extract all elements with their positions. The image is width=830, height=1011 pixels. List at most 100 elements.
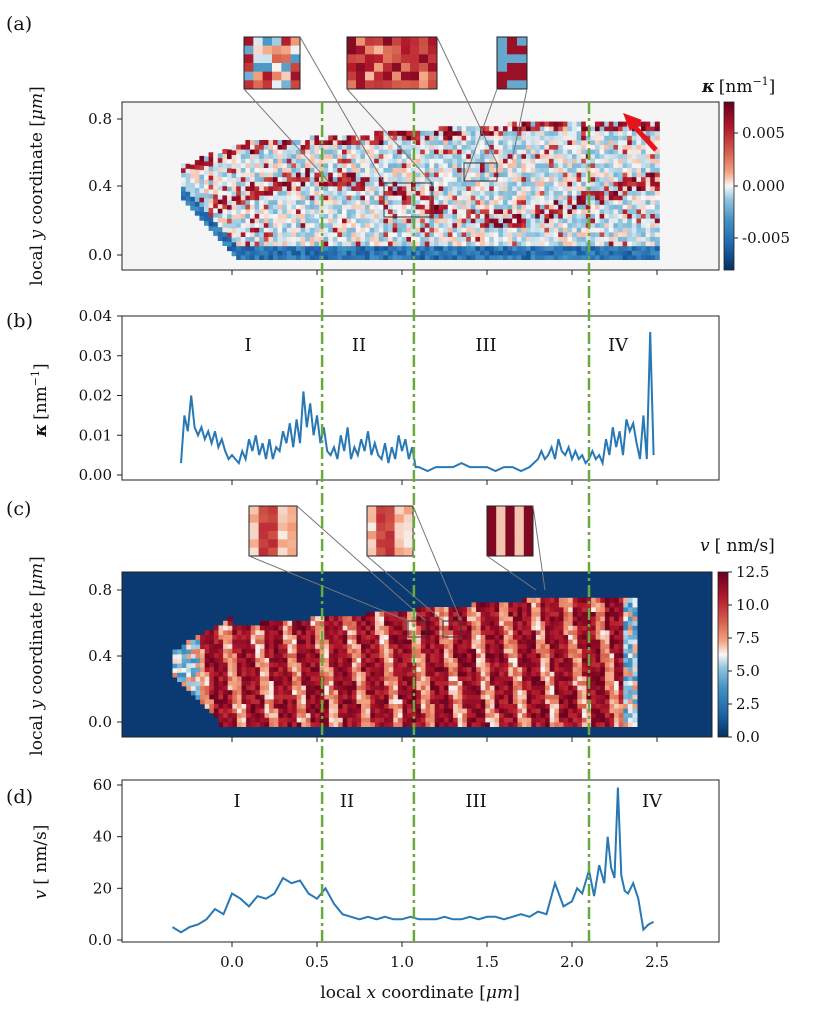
heatmap-cell — [489, 186, 495, 191]
heatmap-cell — [476, 648, 482, 654]
heatmap-cell — [618, 181, 623, 187]
heatmap-cell — [370, 712, 376, 718]
heatmap-cell — [567, 149, 573, 155]
heatmap-cell — [530, 218, 536, 224]
heatmap-cell — [585, 236, 591, 242]
heatmap-cell — [305, 186, 311, 191]
heatmap-cell — [453, 717, 459, 723]
heatmap-cell — [517, 630, 523, 635]
heatmap-cell — [554, 634, 560, 640]
heatmap-cell — [522, 666, 528, 672]
heatmap-cell — [485, 634, 491, 640]
heatmap-cell — [489, 634, 495, 640]
heatmap-cell — [554, 671, 560, 677]
heatmap-cell — [512, 199, 518, 205]
heatmap-cell — [631, 163, 637, 168]
heatmap-cell — [259, 241, 265, 247]
inset-cell — [272, 37, 282, 46]
heatmap-cell — [328, 181, 334, 187]
heatmap-cell — [484, 195, 490, 201]
heatmap-cell — [407, 653, 413, 658]
heatmap-cell — [535, 685, 541, 691]
heatmap-cell — [595, 195, 600, 201]
heatmap-cell — [512, 611, 518, 617]
heatmap-cell — [466, 140, 472, 145]
panel-c-tag: (c) — [6, 498, 31, 520]
heatmap-cell — [305, 717, 311, 723]
heatmap-cell — [342, 222, 347, 228]
heatmap-cell — [526, 153, 531, 159]
heatmap-cell — [323, 149, 329, 155]
heatmap-cell — [328, 722, 334, 727]
heatmap-cell — [195, 653, 201, 659]
heatmap-cell — [471, 680, 477, 686]
heatmap-cell — [332, 222, 338, 228]
heatmap-cell — [324, 648, 330, 654]
heatmap-cell — [259, 657, 265, 663]
heatmap-cell — [227, 616, 233, 622]
heatmap-cell — [470, 209, 476, 214]
heatmap-cell — [213, 625, 219, 631]
heatmap-cell — [181, 653, 187, 659]
heatmap-cell — [545, 625, 551, 631]
heatmap-cell — [545, 685, 551, 691]
inset-cell — [365, 54, 375, 64]
heatmap-cell — [627, 176, 633, 182]
heatmap-cell — [370, 717, 376, 723]
heatmap-cell — [236, 213, 242, 219]
heatmap-cell — [627, 199, 633, 205]
heatmap-cell — [383, 222, 389, 228]
heatmap-cell — [250, 680, 256, 686]
heatmap-cell — [471, 625, 477, 631]
heatmap-cell — [608, 190, 614, 196]
heatmap-cell — [439, 643, 445, 649]
heatmap-cell — [374, 232, 380, 237]
heatmap-cell — [420, 140, 426, 145]
heatmap-cell — [309, 255, 315, 260]
heatmap-cell — [494, 717, 500, 723]
heatmap-cell — [549, 140, 554, 145]
heatmap-cell — [512, 616, 518, 622]
heatmap-cell — [332, 149, 338, 155]
heatmap-cell — [269, 676, 275, 681]
heatmap-cell — [531, 639, 537, 645]
heatmap-cell — [356, 680, 362, 686]
heatmap-cell — [622, 250, 628, 256]
heatmap-cell — [503, 236, 508, 242]
heatmap-cell — [342, 616, 348, 622]
heatmap-cell — [355, 190, 361, 196]
heatmap-cell — [545, 634, 551, 640]
heatmap-cell — [222, 185, 228, 191]
heatmap-cell — [236, 172, 242, 178]
heatmap-cell — [190, 201, 196, 206]
heatmap-cell — [457, 643, 463, 649]
heatmap-cell — [531, 662, 537, 668]
heatmap-cell — [328, 685, 334, 691]
inset-cell — [281, 63, 291, 72]
heatmap-cell — [310, 666, 316, 672]
inset-frame — [496, 36, 528, 90]
heatmap-cell — [631, 181, 637, 187]
heatmap-cell — [301, 703, 307, 709]
heatmap-cell — [641, 144, 646, 150]
heatmap-cell — [599, 236, 605, 242]
heatmap-cell — [259, 144, 265, 150]
heatmap-cell — [457, 181, 462, 187]
heatmap-cell — [310, 708, 316, 714]
heatmap-cell — [296, 209, 301, 214]
heatmap-cell — [305, 689, 311, 695]
heatmap-cell — [305, 662, 311, 668]
heatmap-cell — [526, 689, 532, 695]
heatmap-cell — [493, 140, 499, 145]
heatmap-cell — [485, 689, 491, 695]
heatmap-cell — [484, 241, 490, 247]
heatmap-cell — [507, 250, 513, 256]
heatmap-cell — [549, 643, 555, 649]
heatmap-cell — [259, 204, 265, 210]
heatmap-cell — [342, 685, 348, 691]
heatmap-cell — [562, 130, 568, 136]
inset-cell — [517, 63, 528, 72]
heatmap-cell — [562, 163, 568, 168]
heatmap-cell — [365, 232, 370, 237]
heatmap-cell — [581, 176, 587, 182]
